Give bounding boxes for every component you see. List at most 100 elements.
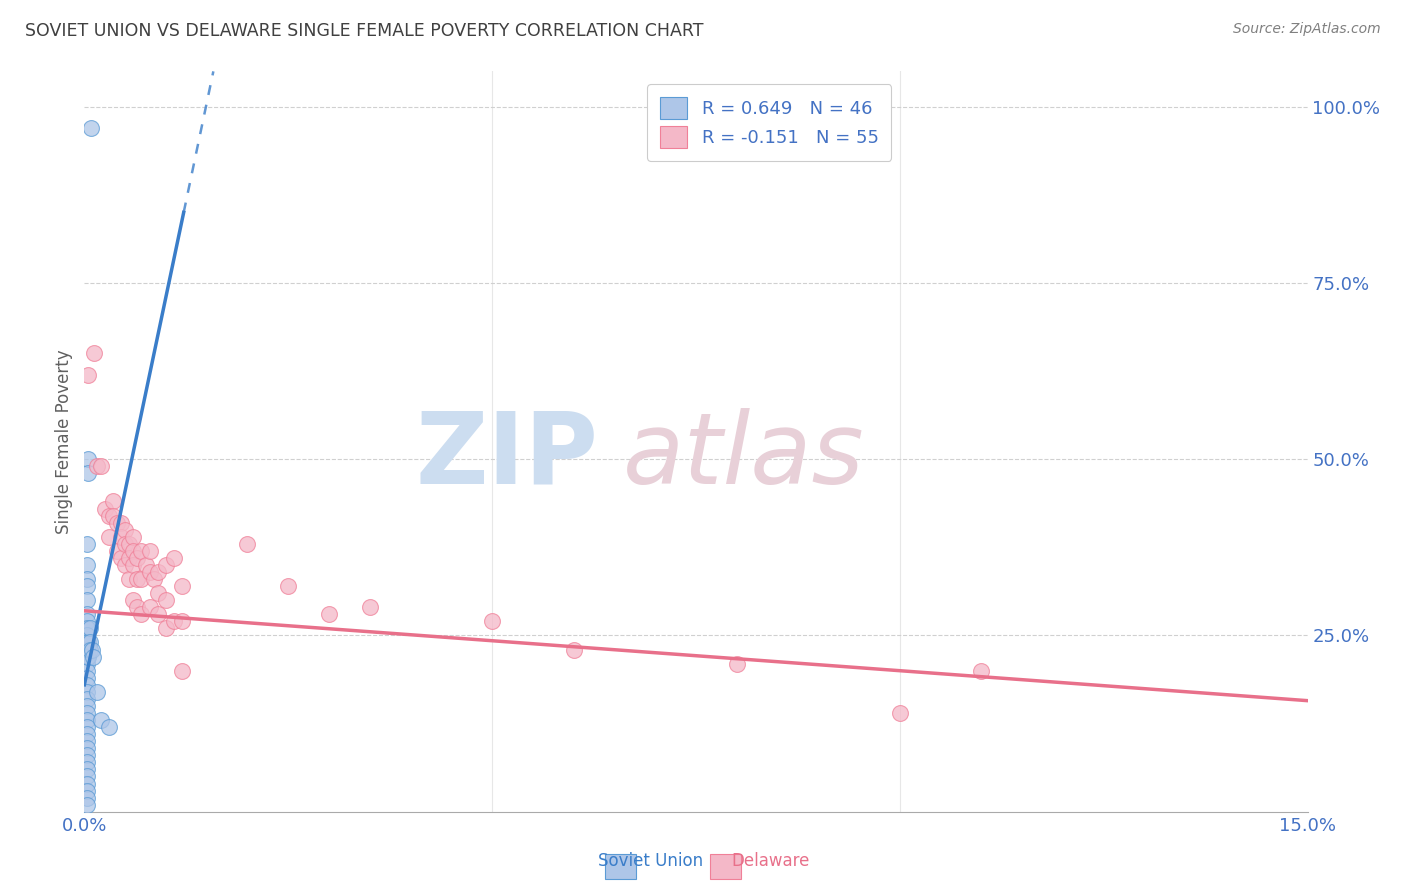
Point <box>146 607 169 622</box>
Point <box>172 615 194 629</box>
Point <box>131 572 153 586</box>
Point <box>83 346 105 360</box>
Point <box>110 550 132 565</box>
Point <box>76 763 98 777</box>
Point <box>105 516 128 530</box>
Point <box>76 741 98 756</box>
Point <box>76 685 98 699</box>
Point <box>79 621 101 635</box>
Point <box>127 550 149 565</box>
Point <box>110 530 132 544</box>
Point <box>110 516 132 530</box>
Point <box>118 537 141 551</box>
Point <box>101 494 124 508</box>
Point <box>172 664 194 678</box>
Point <box>97 530 120 544</box>
Text: Source: ZipAtlas.com: Source: ZipAtlas.com <box>1233 22 1381 37</box>
Point <box>131 544 153 558</box>
Point <box>76 706 98 720</box>
Point <box>138 565 160 579</box>
Point <box>77 368 100 382</box>
Point <box>172 579 194 593</box>
Point <box>76 628 98 642</box>
Point <box>725 657 748 671</box>
Point <box>970 664 993 678</box>
Point <box>76 593 98 607</box>
Point <box>155 593 177 607</box>
Point <box>131 607 153 622</box>
Point <box>76 692 98 706</box>
Point <box>146 565 169 579</box>
Point <box>77 649 100 664</box>
Point <box>76 607 98 622</box>
Point <box>163 550 186 565</box>
Point <box>90 459 112 474</box>
Point <box>318 607 340 622</box>
Point <box>118 550 141 565</box>
Point <box>86 459 108 474</box>
Point <box>77 452 100 467</box>
Point <box>77 635 100 649</box>
Point <box>76 756 98 770</box>
Point <box>76 558 98 572</box>
Text: ZIP: ZIP <box>415 408 598 505</box>
Point <box>82 649 104 664</box>
Point <box>163 615 186 629</box>
Point <box>80 642 103 657</box>
Point <box>76 615 98 629</box>
Point <box>76 572 98 586</box>
Point <box>76 713 98 727</box>
Point <box>76 776 98 790</box>
Point <box>155 621 177 635</box>
Text: Delaware: Delaware <box>731 852 810 870</box>
Point <box>114 523 136 537</box>
Point <box>79 642 101 657</box>
Point <box>76 657 98 671</box>
Point <box>76 797 98 812</box>
Point <box>76 642 98 657</box>
Point <box>93 501 115 516</box>
Text: atlas: atlas <box>623 408 865 505</box>
Y-axis label: Single Female Poverty: Single Female Poverty <box>55 350 73 533</box>
Point <box>277 579 299 593</box>
Point <box>127 572 149 586</box>
Point <box>562 642 585 657</box>
Point <box>105 544 128 558</box>
Point <box>138 544 160 558</box>
Point <box>122 530 145 544</box>
Point <box>142 572 165 586</box>
Legend: R = 0.649   N = 46, R = -0.151   N = 55: R = 0.649 N = 46, R = -0.151 N = 55 <box>647 84 891 161</box>
Point <box>122 544 145 558</box>
Point <box>114 558 136 572</box>
Point <box>77 467 100 481</box>
Point <box>122 558 145 572</box>
Point <box>76 671 98 685</box>
Point <box>90 713 112 727</box>
Point <box>155 558 177 572</box>
Text: Soviet Union: Soviet Union <box>598 852 703 870</box>
Text: SOVIET UNION VS DELAWARE SINGLE FEMALE POVERTY CORRELATION CHART: SOVIET UNION VS DELAWARE SINGLE FEMALE P… <box>25 22 704 40</box>
Point <box>76 734 98 748</box>
Point <box>76 720 98 734</box>
Point <box>86 685 108 699</box>
Point <box>79 635 101 649</box>
Point <box>80 120 103 135</box>
Point <box>97 720 120 734</box>
Point <box>76 783 98 797</box>
Point <box>101 508 124 523</box>
Point <box>114 537 136 551</box>
Point <box>889 706 911 720</box>
Point <box>76 678 98 692</box>
Point <box>76 621 98 635</box>
Point <box>76 579 98 593</box>
Point <box>76 537 98 551</box>
Point <box>76 790 98 805</box>
Point <box>481 615 503 629</box>
Point <box>138 600 160 615</box>
Point <box>76 748 98 763</box>
Point <box>97 508 120 523</box>
Point <box>127 600 149 615</box>
Point <box>146 586 169 600</box>
Point <box>76 664 98 678</box>
Point <box>76 727 98 741</box>
